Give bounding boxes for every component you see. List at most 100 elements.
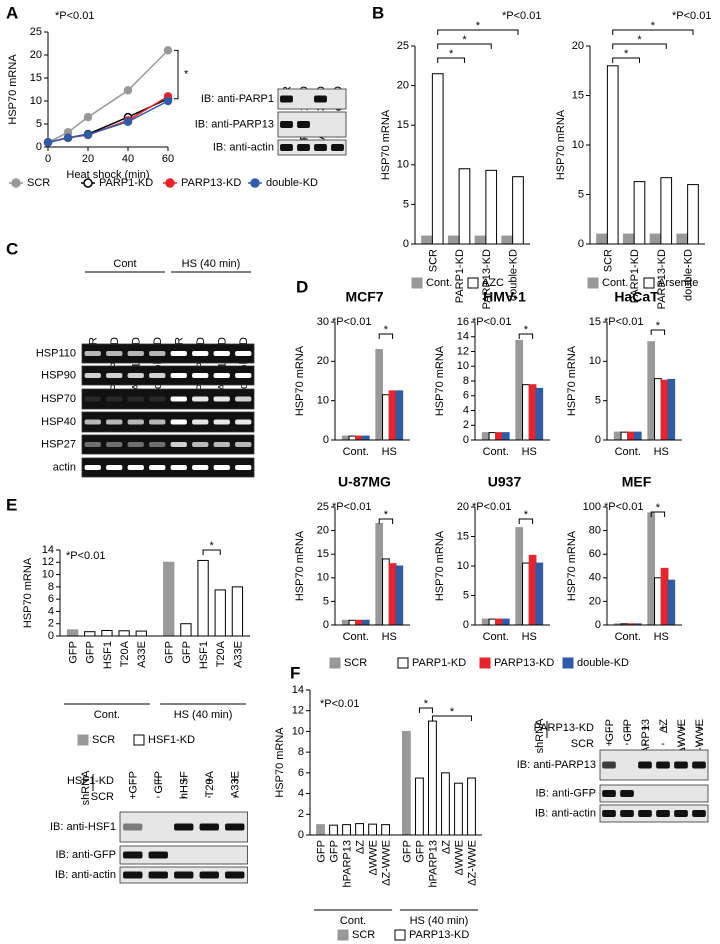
x-tick-label: HS	[654, 631, 669, 643]
significance-note: *P<0.01	[332, 501, 371, 513]
condition-sign: -	[182, 791, 186, 803]
y-tick-label: 6	[298, 767, 304, 779]
y-tick-label: 2	[463, 419, 469, 431]
legend-swatch	[397, 657, 409, 669]
y-tick-label: 16	[457, 316, 469, 328]
x-tick-label: Cont.	[615, 446, 641, 458]
band	[192, 419, 209, 425]
legend-label: AZC	[482, 277, 504, 289]
bar	[388, 563, 397, 626]
bar	[515, 527, 524, 626]
group-label: HS (40 min)	[410, 915, 469, 927]
significance-note: *P<0.01	[332, 316, 371, 328]
band	[674, 810, 688, 817]
significance-note: *P<0.01	[55, 10, 94, 22]
bar	[101, 629, 113, 637]
legend-swatch	[467, 277, 479, 289]
significance-star: *	[524, 324, 529, 336]
bar	[402, 730, 411, 836]
x-tick-label: Cont.	[343, 631, 369, 643]
x-tick-label: 0	[45, 153, 51, 165]
bar	[329, 824, 338, 836]
row-label: IB: anti-PARP1	[201, 93, 274, 105]
y-tick-label: 5	[403, 198, 409, 210]
y-tick-label: 0	[298, 829, 304, 841]
significance-note: *P<0.01	[472, 316, 511, 328]
y-axis-label: HSP70 mRNA	[555, 109, 567, 180]
lane-label: T20A	[204, 770, 216, 797]
bar	[474, 235, 487, 245]
x-tick-label: double-KD	[683, 249, 695, 301]
band	[127, 351, 144, 356]
band	[148, 871, 168, 879]
chart-title: HMV-1	[483, 289, 526, 305]
bar	[501, 618, 510, 626]
gel-lane-strip	[81, 434, 255, 455]
significance-note: *P<0.01	[672, 10, 711, 22]
significance-star: *	[656, 502, 661, 514]
band	[148, 851, 168, 859]
legend-label: double-KD	[577, 657, 629, 669]
legend-marker	[83, 178, 93, 188]
x-tick-label: A33E	[232, 641, 244, 668]
band	[213, 442, 230, 447]
band	[692, 761, 706, 769]
y-tick-label: 40	[589, 572, 601, 584]
y-tick-label: 10	[589, 355, 601, 367]
y-tick-label: 20	[457, 501, 469, 513]
bar	[488, 432, 497, 441]
condition-sign: -	[607, 722, 611, 734]
band	[127, 465, 144, 470]
bar	[388, 390, 397, 441]
y-tick-label: 8	[48, 581, 54, 593]
panel-label: E	[6, 495, 17, 514]
bar	[501, 235, 514, 245]
y-tick-label: 10	[457, 560, 469, 572]
bar	[447, 235, 460, 245]
legend-label: PARP1-KD	[99, 177, 153, 189]
band	[149, 396, 166, 402]
condition-sign: +	[696, 722, 702, 734]
x-tick-label: Cont.	[483, 446, 509, 458]
bar	[622, 233, 635, 245]
significance-bracket	[612, 43, 667, 49]
bar	[633, 181, 646, 245]
x-axis-label: Heat shock (min)	[66, 169, 149, 181]
band	[106, 442, 123, 447]
y-tick-label: 8	[298, 746, 304, 758]
y-tick-label: 0	[323, 434, 329, 446]
y-axis-label: HSP70 mRNA	[274, 727, 286, 798]
row-label: actin	[53, 461, 76, 473]
y-tick-label: 20	[397, 80, 409, 92]
condition-sign: -	[207, 791, 211, 803]
bar	[627, 431, 635, 441]
significance-bracket	[612, 57, 640, 63]
band	[620, 790, 634, 797]
y-tick-label: 25	[397, 40, 409, 52]
x-tick-label: HS	[382, 631, 397, 643]
row-label: IB: anti-PARP13	[517, 759, 596, 771]
x-tick-label: Cont.	[483, 631, 509, 643]
lane-label: A33E	[230, 771, 242, 798]
significance-bracket	[437, 57, 465, 63]
band	[235, 351, 252, 356]
band	[106, 465, 123, 470]
panel-label: F	[290, 663, 300, 682]
legend-label: double-KD	[266, 177, 318, 189]
y-tick-label: 0	[463, 434, 469, 446]
legend-swatch	[337, 929, 349, 941]
bar	[381, 824, 390, 836]
band	[280, 144, 293, 151]
condition-sign: -	[625, 738, 629, 750]
y-tick-label: 15	[589, 316, 601, 328]
bar	[495, 618, 503, 626]
significance-bracket	[518, 333, 534, 339]
y-tick-label: 0	[36, 141, 42, 153]
chart-title: MEF	[622, 474, 652, 490]
y-axis-label: HSP70 mRNA	[22, 557, 34, 628]
band	[213, 373, 230, 378]
bar	[415, 777, 424, 836]
band	[170, 396, 187, 402]
y-tick-label: 15	[317, 548, 329, 560]
condition-header: shRNA	[80, 770, 92, 806]
